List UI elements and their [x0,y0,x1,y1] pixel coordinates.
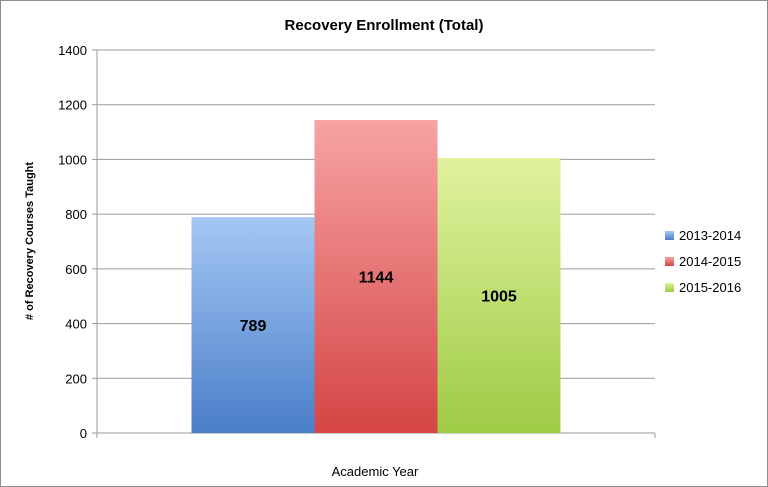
data-label: 789 [240,318,267,335]
y-axis-ticks: 0 200 400 600 800 1000 1200 1400 [58,43,87,441]
y-tick-label: 600 [65,262,87,277]
y-tick-label: 200 [65,371,87,386]
data-label: 1005 [481,289,517,306]
y-tick-label: 1400 [58,43,87,58]
data-label: 1144 [359,270,394,287]
data-labels: 789 1144 1005 [240,270,517,336]
legend-label: 2015-2016 [679,280,741,295]
y-tick-label: 0 [80,426,87,441]
legend-swatch [665,231,674,240]
bar-2015-2016 [437,158,561,433]
y-tick-label: 1000 [58,152,87,167]
y-axis-label: # of Recovery Courses Taught [24,162,36,320]
bars [191,120,561,433]
legend-label: 2013-2014 [679,228,741,243]
legend: 2013-2014 2014-2015 2015-2016 [665,228,741,295]
bar-2014-2015 [314,120,438,433]
legend-swatch [665,283,674,292]
legend-swatch [665,257,674,266]
y-tick-label: 800 [65,207,87,222]
legend-label: 2014-2015 [679,254,741,269]
x-axis-label: Academic Year [332,464,419,479]
bar-2013-2014 [191,217,315,433]
chart-title: Recovery Enrollment (Total) [285,17,484,34]
y-tick-label: 1200 [58,98,87,113]
y-tick-label: 400 [65,317,87,332]
